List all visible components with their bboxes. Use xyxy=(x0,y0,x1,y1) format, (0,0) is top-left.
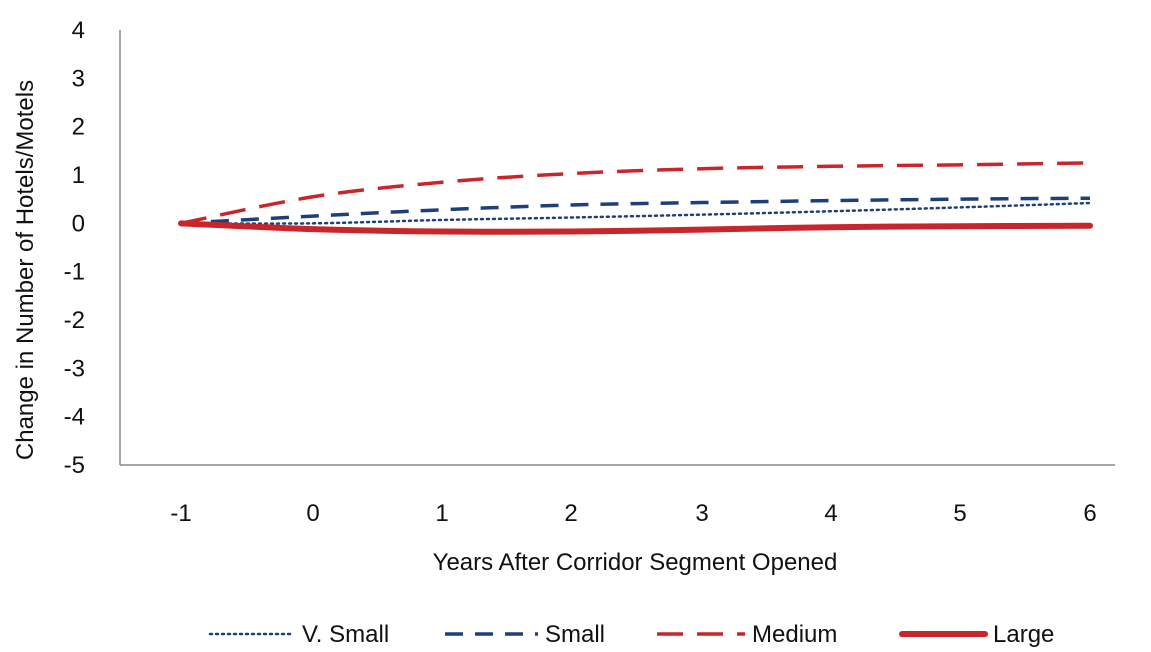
legend-label-v-small: V. Small xyxy=(302,621,389,648)
series-line-large xyxy=(178,220,1093,235)
x-tick-label: -1 xyxy=(170,500,191,527)
legend-label-small: Small xyxy=(545,621,605,648)
legend-label-medium: Medium xyxy=(752,621,837,648)
legend: V. Small Small Medium Large xyxy=(208,621,1054,648)
y-tick-label: 4 xyxy=(72,17,85,44)
axes xyxy=(119,30,1115,466)
y-tick-label: -2 xyxy=(64,307,85,334)
y-tick-label: -4 xyxy=(64,404,85,431)
x-tick-label: 5 xyxy=(953,500,966,527)
tick-labels: 4 3 2 1 0 -1 -2 -3 -4 -5 -1 0 1 2 3 4 5 6 xyxy=(64,17,1097,527)
series-lines xyxy=(178,161,1093,235)
series-line-v-small xyxy=(179,201,1092,225)
y-tick-label: -1 xyxy=(64,259,85,286)
x-tick-label: 0 xyxy=(306,500,319,527)
series-line-small xyxy=(180,196,1091,226)
y-axis-title: Change in Number of Hotels/Motels xyxy=(12,80,39,460)
y-tick-label: 2 xyxy=(72,114,85,141)
legend-label-large: Large xyxy=(993,621,1054,648)
x-tick-label: 4 xyxy=(824,500,837,527)
y-tick-label: 1 xyxy=(72,162,85,189)
x-axis-title: Years After Corridor Segment Opened xyxy=(433,549,838,576)
y-tick-label: -5 xyxy=(64,452,85,479)
x-tick-label: 6 xyxy=(1083,500,1096,527)
x-tick-label: 1 xyxy=(435,500,448,527)
y-tick-label: -3 xyxy=(64,355,85,382)
series-line-medium xyxy=(180,161,1091,226)
y-tick-label: 3 xyxy=(72,65,85,92)
y-tick-label: 0 xyxy=(72,210,85,237)
x-tick-label: 2 xyxy=(564,500,577,527)
x-tick-label: 3 xyxy=(695,500,708,527)
